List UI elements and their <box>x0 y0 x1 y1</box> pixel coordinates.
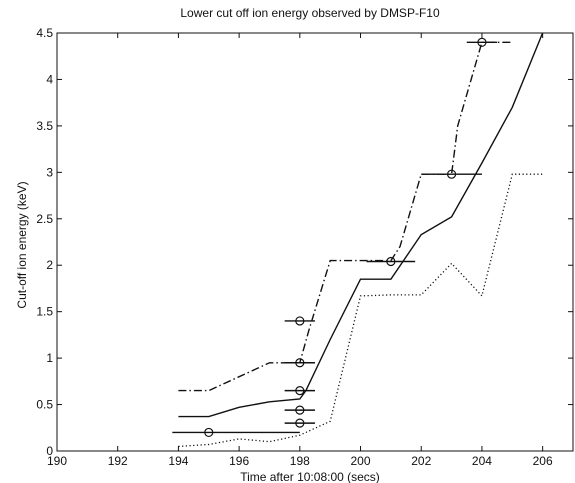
x-tick-label: 194 <box>168 454 188 468</box>
x-tick-label: 190 <box>47 454 67 468</box>
y-tick-label: 1.5 <box>36 305 53 319</box>
y-axis-label: Cut-off ion energy (keV) <box>15 181 29 308</box>
y-tick-label: 0 <box>46 444 53 458</box>
y-tick-label: 3.5 <box>36 119 53 133</box>
y-tick-label: 2.5 <box>36 212 53 226</box>
series-line-dotted <box>178 173 543 448</box>
x-tick-label: 198 <box>290 454 310 468</box>
x-axis-label: Time after 10:08:00 (secs) <box>240 470 380 483</box>
data-points <box>172 37 498 438</box>
axis-ticks: 190 192 194 196 198 200 202 204 206 0 0.5 1 1.5 2 2.5 3… <box>36 26 573 468</box>
data-point-marker <box>295 418 305 428</box>
data-point-marker <box>386 256 396 267</box>
y-tick-label: 2 <box>46 258 53 272</box>
data-point-marker <box>295 316 305 326</box>
series-line-dashdot <box>178 41 513 392</box>
plot-frame <box>56 32 574 452</box>
data-point-marker <box>295 405 305 415</box>
y-tick-label: 3 <box>46 165 53 179</box>
data-point-marker <box>204 427 214 438</box>
x-tick-label: 206 <box>533 454 553 468</box>
data-point-marker <box>446 169 457 179</box>
chart-title: Lower cut off ion energy observed by DMS… <box>180 6 440 20</box>
x-tick-label: 204 <box>472 454 492 468</box>
data-point-marker <box>295 358 305 368</box>
x-tick-label: 196 <box>229 454 249 468</box>
data-point-marker <box>295 386 305 396</box>
x-tick-label: 202 <box>411 454 431 468</box>
y-tick-label: 0.5 <box>36 398 53 412</box>
y-tick-label: 4.5 <box>36 26 53 40</box>
y-tick-label: 4 <box>46 72 53 86</box>
y-tick-label: 1 <box>46 351 53 365</box>
series-lines <box>178 32 544 448</box>
x-tick-label: 192 <box>108 454 128 468</box>
x-tick-label: 200 <box>351 454 371 468</box>
data-point-marker <box>477 37 487 47</box>
series-line-solid <box>178 32 544 418</box>
